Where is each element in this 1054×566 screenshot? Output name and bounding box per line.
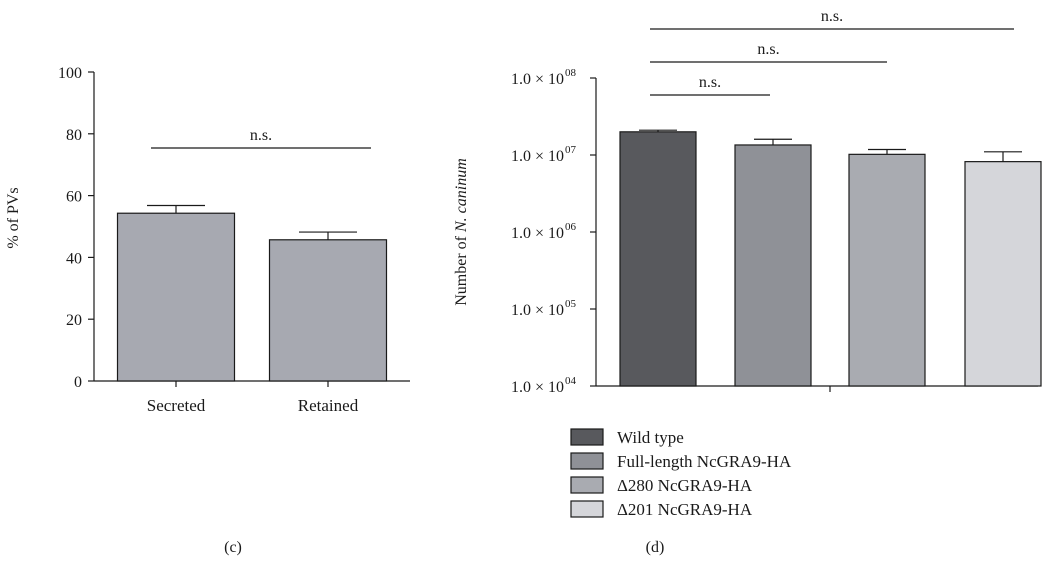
panel-c-y-axis: 0 20 40 60 80 100 xyxy=(58,65,410,391)
panel-d-legend-swatch xyxy=(570,476,604,494)
panel-d-significance-label: n.s. xyxy=(757,41,779,58)
panel-c-x-tick-label: Retained xyxy=(298,396,359,415)
panel-d-legend: Wild type Full-length NcGRA9-HA Δ280 NcGRA… xyxy=(570,428,792,519)
panel-d-y-axis-label-species: N. caninum xyxy=(453,158,470,233)
panel-c-y-tick-label: 100 xyxy=(58,65,82,82)
panel-d-y-axis-label: Number of N. caninum xyxy=(453,158,470,306)
panel-d-y-tick-exponent: 05 xyxy=(565,298,577,310)
panel-d-bar-chart: Number of N. caninum 1.0 × 10 041.0 × 10 0… xyxy=(453,8,1042,519)
panel-d-y-tick-exponent: 07 xyxy=(565,144,577,156)
panel-c-x-tick-label: Secreted xyxy=(147,396,206,415)
panel-d-bars xyxy=(619,129,1042,387)
panel-d-significance-label: n.s. xyxy=(699,74,721,91)
panel-d-bar xyxy=(619,131,697,387)
panel-d-y-tick-label: 1.0 × 10 xyxy=(511,225,564,242)
panel-d-legend-swatch xyxy=(570,428,604,446)
panel-d-y-tick-exponent: 08 xyxy=(565,67,577,79)
panel-c-y-tick-label: 20 xyxy=(66,312,82,329)
panel-c-caption: (c) xyxy=(224,539,242,556)
panel-d-bar xyxy=(734,144,812,387)
panel-d-y-tick-label: 1.0 × 10 xyxy=(511,71,564,88)
panel-d-bar xyxy=(848,153,926,387)
panel-c-y-tick-label: 0 xyxy=(74,374,82,391)
panel-c-bars xyxy=(116,204,388,382)
panel-c-y-tick-label: 80 xyxy=(66,127,82,144)
panel-d-significance: n.s. n.s. n.s. xyxy=(650,8,1014,96)
panel-d-y-axis-label-prefix: Number of xyxy=(453,232,470,306)
panel-d-y-tick-label: 1.0 × 10 xyxy=(511,148,564,165)
panel-c-y-tick-label: 40 xyxy=(66,250,82,267)
panel-d-significance-label: n.s. xyxy=(821,8,843,25)
panel-d-legend-label: Full-length NcGRA9-HA xyxy=(617,452,792,471)
panel-d-legend-swatch xyxy=(570,500,604,518)
panel-d-y-tick-exponent: 06 xyxy=(565,221,577,233)
panel-d-y-tick-exponent: 04 xyxy=(565,375,577,387)
panel-d-caption: (d) xyxy=(646,539,665,556)
panel-c-y-tick-label: 60 xyxy=(66,189,82,206)
panel-c-significance-label: n.s. xyxy=(250,127,272,144)
panel-c-bar xyxy=(268,239,388,382)
panel-d-legend-label: Δ201 NcGRA9-HA xyxy=(617,500,753,519)
panel-c-significance: n.s. xyxy=(151,127,371,149)
panel-c-x-tick-labels: Secreted Retained xyxy=(147,381,359,415)
panel-d-legend-swatch xyxy=(570,452,604,470)
panel-d-y-tick-label: 1.0 × 10 xyxy=(511,379,564,396)
panel-d-y-tick-label: 1.0 × 10 xyxy=(511,302,564,319)
panel-c-bar xyxy=(116,212,236,382)
panel-c-y-axis-label: % of PVs xyxy=(5,187,22,248)
panel-d-legend-label: Δ280 NcGRA9-HA xyxy=(617,476,753,495)
panel-d-bar xyxy=(964,161,1042,387)
panel-d-legend-label: Wild type xyxy=(617,428,684,447)
panel-c-bar-chart: % of PVs 0 20 40 60 80 100 Secreted Retained n… xyxy=(5,65,410,415)
